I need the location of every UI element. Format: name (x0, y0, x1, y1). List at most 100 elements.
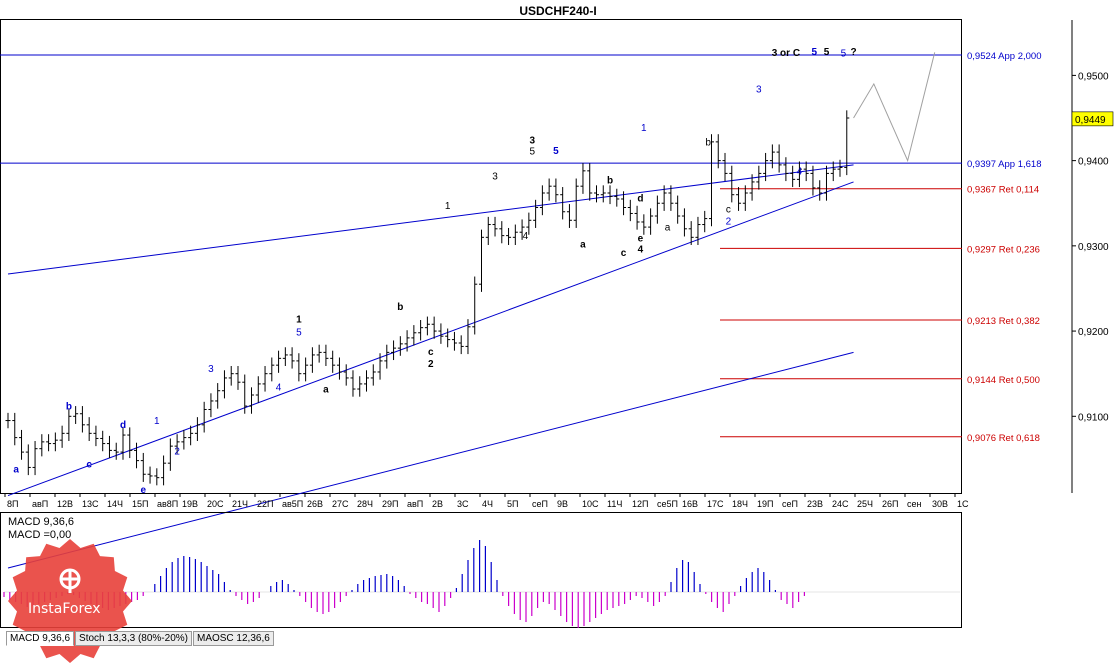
price-bar (573, 178, 579, 228)
price-bar (215, 383, 221, 409)
wave-label: 3 (208, 364, 214, 375)
price-bar (5, 412, 11, 429)
price-bar (681, 208, 687, 237)
wave-label: 1 (445, 201, 451, 212)
price-bar (106, 435, 112, 459)
wave-label: 5 (841, 49, 847, 60)
price-bar (627, 199, 633, 222)
price-bar (715, 134, 721, 169)
trend-channel-line (7, 181, 854, 497)
x-tick-label: 9В (557, 499, 568, 509)
tab-macd[interactable]: MACD 9,36,6 (6, 631, 75, 646)
wave-label: e (141, 485, 147, 496)
wave-label: a (13, 465, 19, 476)
level-label: 0,9144 Ret 0,500 (967, 375, 1040, 386)
x-tick-label: 15П (132, 499, 148, 509)
tab-stoch[interactable]: Stoch 13,3,3 (80%-20%) (75, 631, 192, 646)
price-bar (289, 347, 295, 369)
price-bar (837, 159, 843, 177)
price-bar (566, 204, 572, 228)
x-tick-label: 28Ч (357, 499, 373, 509)
wave-label: b (705, 137, 711, 148)
x-tick-label: 17С (707, 499, 724, 509)
x-tick-label: авП (407, 499, 423, 509)
wave-label: 4 (523, 231, 529, 242)
price-bar (411, 325, 417, 346)
price-bar (357, 376, 363, 397)
y-tick-label: 0,9100 (1078, 412, 1109, 423)
current-price-marker (1071, 111, 1114, 127)
x-tick-label: 2В (432, 499, 443, 509)
price-bar (648, 208, 654, 235)
price-bar (823, 165, 829, 201)
tab-maosc[interactable]: MAOSC 12,36,6 (192, 631, 274, 646)
chart-title: USDCHF240-I (519, 4, 596, 18)
x-tick-label: 23В (807, 499, 823, 509)
wave-label: 1 (154, 416, 160, 427)
price-bar (127, 427, 133, 459)
price-bar (201, 401, 207, 433)
price-bar (249, 387, 255, 414)
y-tick-label: 0,9300 (1078, 242, 1109, 253)
price-bar (188, 425, 194, 446)
price-bar (654, 195, 660, 224)
x-tick-label: 5П (507, 499, 518, 509)
price-bar (309, 347, 315, 373)
price-bar (113, 442, 119, 460)
wave-label: a (665, 223, 671, 234)
logo-emblem-icon (59, 568, 81, 593)
price-bar (350, 370, 356, 397)
price-bar (722, 152, 728, 182)
price-bar (817, 180, 823, 201)
price-bar (553, 178, 559, 203)
price-bar (32, 441, 38, 476)
level-label: 0,9397 App 1,618 (967, 159, 1042, 170)
price-bar (19, 429, 25, 460)
price-bar (418, 319, 424, 341)
price-bar (140, 452, 146, 482)
price-bar (479, 229, 484, 292)
indicator-tabs: MACD 9,36,6 Stoch 13,3,3 (80%-20%) MAOSC… (6, 631, 275, 646)
wave-label: c (621, 248, 627, 259)
price-bar (228, 366, 234, 386)
price-bar (607, 185, 613, 205)
price-bar (181, 429, 187, 450)
main-plot-frame (0, 19, 962, 494)
wave-label: 5 (553, 146, 559, 157)
wave-label: 4 (276, 383, 282, 394)
price-bar (147, 466, 153, 484)
price-bar (167, 438, 173, 471)
x-tick-label: 1С (957, 499, 969, 509)
price-bar (242, 374, 248, 414)
price-bar (742, 185, 748, 211)
wave-label: 5 (296, 327, 302, 338)
level-label: 0,9367 Ret 0,114 (967, 185, 1039, 196)
price-bar (330, 350, 336, 373)
price-bar (235, 366, 241, 390)
price-bar (708, 134, 714, 227)
price-bar (93, 425, 99, 447)
price-bar (783, 157, 789, 182)
wave-label: 2 (726, 217, 732, 228)
x-tick-label: 25Ч (857, 499, 873, 509)
price-bar (86, 417, 92, 442)
x-tick-label: 14Ч (107, 499, 123, 509)
x-tick-label: ав5П (282, 499, 303, 509)
price-bar (675, 195, 681, 224)
price-bar (377, 353, 383, 380)
wave-label: 4 (797, 166, 803, 177)
wave-label: 1 (641, 123, 647, 134)
price-bar (66, 408, 72, 442)
price-bar (560, 187, 566, 220)
x-tick-label: 21Ч (232, 499, 248, 509)
macd-title: MACD 9,36,6 (8, 516, 74, 528)
wave-label: b (397, 302, 403, 313)
price-bar (634, 205, 640, 230)
price-bar (431, 316, 437, 339)
price-bar (336, 357, 342, 380)
level-label: 0,9524 App 2,000 (967, 51, 1042, 62)
wave-label: ? (850, 47, 856, 58)
price-bar (397, 336, 403, 356)
wave-label: d (120, 420, 126, 431)
trend-channel-line (7, 351, 854, 569)
